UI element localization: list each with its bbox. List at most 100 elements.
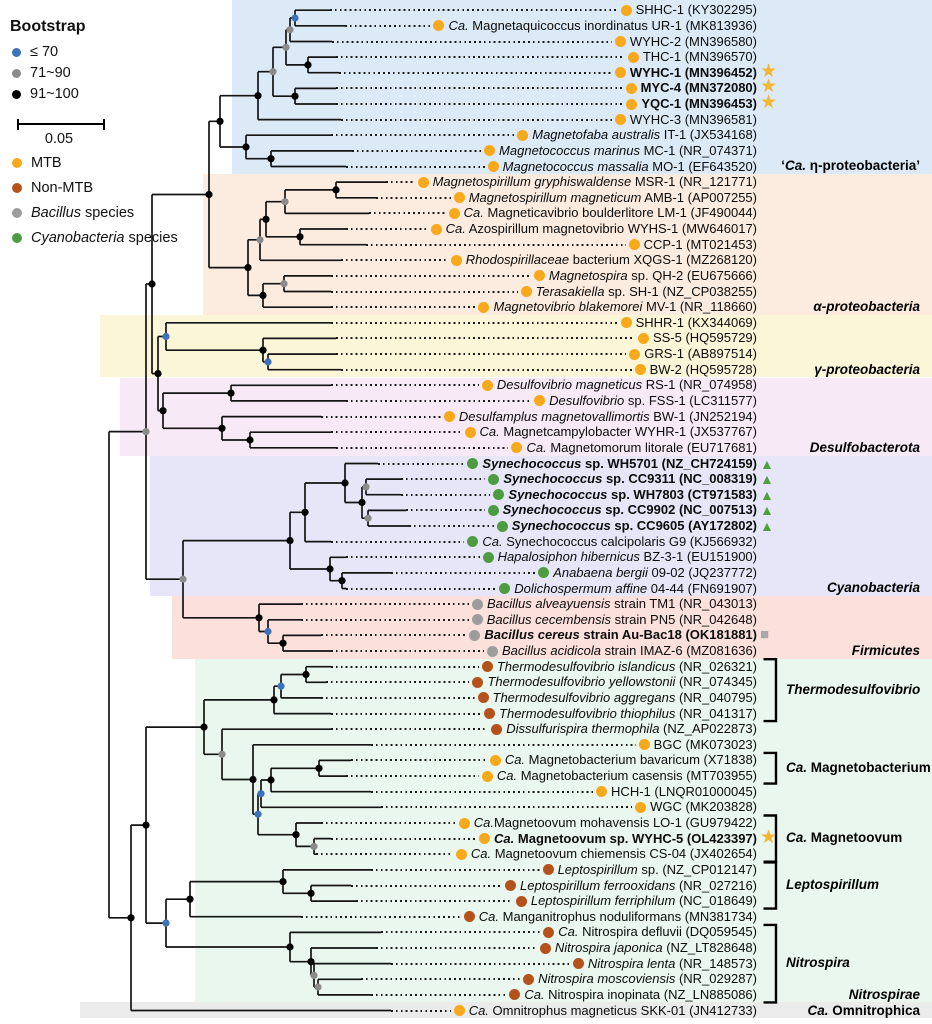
label-text: η-proteobacteria’ — [805, 158, 920, 174]
taxon-label: Hapalosiphon hibernicus BZ-3-1 (EU151900… — [498, 549, 757, 565]
label-text: Nitrospira japonica — [554, 940, 663, 955]
taxon-label: WYHC-1 (MN396452) — [630, 65, 757, 81]
dotted-leader — [401, 478, 486, 481]
band-gamma — [100, 314, 932, 378]
taxon-type-dot — [509, 989, 521, 1001]
label-text: Ca. — [463, 205, 484, 221]
label-text: sp. (NZ_CP012147) — [637, 861, 757, 877]
bootstrap-node-dot — [257, 790, 265, 798]
label-text: Ca. — [784, 158, 806, 174]
label-text: sp. SH-1 (NZ_CP038255) — [604, 283, 757, 299]
bootstrap-node-dot — [148, 280, 156, 288]
legend-type-item-1: Non-MTB — [10, 180, 178, 196]
taxon-row-33: Synechococcus sp. CC9902 (NC_007513) ▲ — [406, 502, 774, 518]
taxon-row-6: MYC-4 (MN372080) ★ — [336, 77, 777, 96]
taxon-type-dot — [614, 36, 626, 47]
bootstrap-node-dot — [264, 358, 272, 366]
label-text: Leptospirillum — [557, 861, 638, 877]
label-text: MO-1 (EF643520) — [648, 158, 757, 174]
bootstrap-node-dot — [314, 983, 322, 991]
band-label-omnitrophica: Ca. Omnitrophica — [807, 1002, 920, 1020]
dotted-leader — [371, 868, 540, 871]
taxon-type-dot — [482, 551, 494, 563]
taxon-label: Synechococcus sp. WH5701 (NZ_CH724159) — [482, 456, 757, 472]
legend-bootstrap-title: Bootstrap — [10, 18, 86, 35]
taxon-label: Bacillus cereus strain Au-Bac18 (OK18188… — [484, 627, 757, 643]
band-label-firmicutes: Firmicutes — [852, 642, 920, 660]
taxon-label: WGC (MK203828) — [650, 799, 757, 815]
taxon-type-dot — [467, 458, 479, 469]
taxon-type-dot — [469, 629, 481, 641]
taxon-type-dot — [478, 301, 490, 313]
taxon-row-58: Leptospirillum ferriphilum (NC_018649) — [356, 893, 757, 909]
dotted-leader — [351, 884, 502, 887]
dotted-leader — [331, 431, 462, 434]
bootstrap-node-dot — [362, 483, 370, 491]
taxon-row-59: Ca. Manganitrophus noduliformans (MN3817… — [301, 909, 757, 925]
dotted-leader — [336, 353, 627, 356]
taxon-row-43: Thermodesulfovibrio islandicus (NR_02632… — [331, 659, 757, 675]
band-label-desulfo: Desulfobacterota — [810, 439, 920, 457]
bootstrap-node-dot — [244, 264, 252, 272]
dotted-leader — [391, 1009, 451, 1012]
label-text: Ca. — [478, 908, 500, 924]
taxon-label: Ca. Azospirillum magnetovibrio WYHS-1 (M… — [446, 221, 757, 237]
taxon-row-9: Magnetofaba australis IT-1 (JX534168) — [331, 127, 757, 143]
taxon-label: Magnetospirillum gryphiswaldense MSR-1 (… — [433, 174, 757, 190]
label-text: Omnitrophica — [828, 1002, 920, 1018]
label-text: (NR_026321) — [675, 658, 757, 674]
taxon-row-32: Synechococcus sp. WH7803 (CT971583) ▲ — [401, 487, 774, 503]
label-text: Magnetospirillum magneticum — [468, 189, 642, 205]
label-text: IT-1 (JX534168) — [660, 127, 757, 143]
label-text: Omnitrophus magneticus SKK-01 (JN412733) — [488, 1002, 757, 1018]
bootstrap-node-dot — [286, 537, 294, 545]
label-text: Magnetoovum — [807, 830, 903, 845]
label-text: Ca. — [448, 17, 469, 33]
dotted-leader — [331, 665, 479, 668]
dotted-leader — [331, 837, 477, 840]
label-text: (NR_148573) — [675, 955, 757, 971]
dotted-leader — [351, 759, 487, 762]
taxon-type-dot — [488, 473, 500, 485]
taxon-label: Bacillus alveayuensis strain TM1 (NR_043… — [487, 596, 757, 612]
taxon-label: SHHR-1 (KX344069) — [636, 315, 757, 331]
label-text: Ca. — [494, 830, 515, 846]
label-text: THC-1 (MN396570) — [642, 49, 757, 65]
taxon-label: GRS-1 (AB897514) — [644, 346, 757, 362]
band-omnitrophica — [80, 1002, 932, 1019]
taxon-row-57: Leptospirillum ferrooxidans (NR_027216) — [351, 878, 757, 894]
taxon-type-dot — [520, 286, 532, 297]
legend-type-items: MTB Non-MTB Bacillus species Cyanobacteria … — [10, 155, 178, 246]
taxon-row-46: Thermodesulfovibrio thiophilus (NR_04131… — [331, 706, 757, 722]
taxon-type-dot — [614, 114, 626, 126]
dotted-leader — [336, 337, 635, 340]
taxon-label: Ca. Magnetoovum chiemensis CS-04 (JX4026… — [471, 846, 757, 862]
bootstrap-node-dot — [256, 236, 264, 244]
taxon-label: Nitrospira lenta (NR_148573) — [588, 956, 757, 972]
dotted-leader — [409, 525, 494, 527]
taxon-label: BW-2 (HQ595728) — [650, 362, 757, 378]
dotted-leader — [336, 446, 509, 449]
taxon-row-24: BW-2 (HQ595728) — [341, 362, 757, 378]
dotted-leader — [336, 56, 625, 59]
band-nitrospirae — [195, 658, 932, 1003]
taxon-type-dot — [596, 786, 608, 798]
bootstrap-node-dot — [262, 215, 270, 223]
taxon-type-dot — [481, 379, 493, 391]
taxon-label: Thermodesulfovibrio aggregans (NR_040795… — [493, 690, 757, 706]
label-text: Magnetovibrio blakemorei — [493, 299, 643, 315]
label-text: Dolichospermum affine — [514, 580, 648, 596]
label-text: Magnetobacterium casensis (MT703955) — [517, 768, 757, 784]
taxon-type-dot — [463, 911, 475, 923]
label-text: Ca. — [496, 768, 518, 784]
bootstrap-legend-dot — [12, 47, 21, 57]
bootstrap-node-dot — [279, 639, 287, 647]
label-text: α-proteobacteria — [813, 299, 920, 314]
taxon-label: YQC-1 (MN396453) — [641, 96, 757, 112]
band-label-gamma: γ-proteobacteria — [814, 361, 920, 379]
dotted-leader — [406, 509, 485, 512]
bracket-group-label-0: Thermodesulfovibrio — [786, 681, 920, 699]
bootstrap-node-dot — [186, 895, 194, 903]
bootstrap-node-dot — [307, 958, 315, 966]
label-text: Magnetospirillum gryphiswaldense — [432, 174, 632, 190]
